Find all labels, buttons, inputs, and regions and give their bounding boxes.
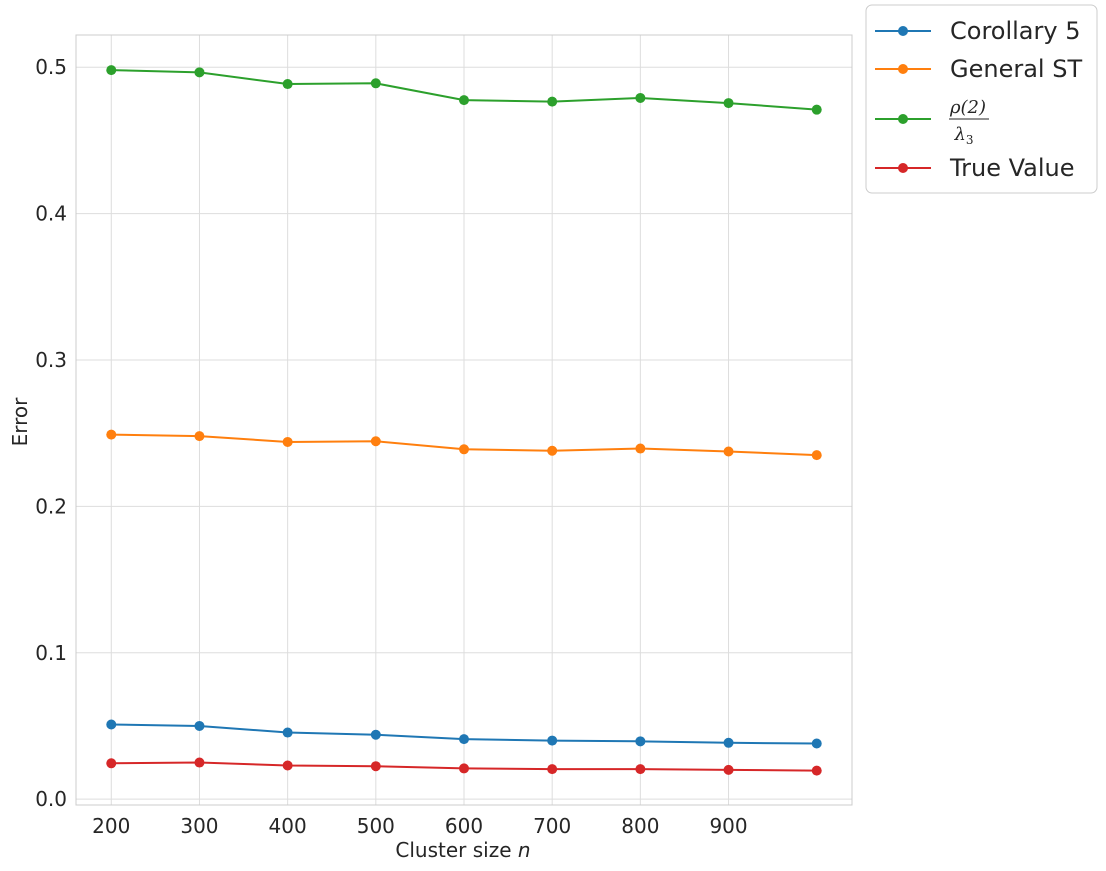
series-1 xyxy=(106,429,822,461)
legend-label-numerator: ρ(2) xyxy=(949,97,986,118)
x-tick-label: 400 xyxy=(269,814,307,838)
data-point xyxy=(194,67,205,78)
x-tick-label: 600 xyxy=(445,814,483,838)
legend-label-denominator: λ3 xyxy=(953,124,973,147)
grid xyxy=(76,35,852,805)
y-tick-label: 0.2 xyxy=(35,494,67,518)
data-point xyxy=(459,734,469,745)
data-point xyxy=(459,95,469,106)
y-tick-label: 0.0 xyxy=(35,787,67,811)
data-point xyxy=(106,758,117,769)
data-point xyxy=(370,761,381,772)
data-point xyxy=(723,764,734,775)
x-tick-label: 900 xyxy=(709,814,747,838)
data-point xyxy=(811,738,822,749)
x-tick-label: 300 xyxy=(180,814,218,838)
data-point xyxy=(459,763,469,774)
data-point xyxy=(370,729,381,740)
data-point xyxy=(106,65,117,76)
y-tick-label: 0.3 xyxy=(35,348,67,372)
data-point xyxy=(635,736,646,747)
legend-label: Corollary 5 xyxy=(950,17,1080,45)
data-point xyxy=(282,727,293,738)
data-point xyxy=(282,79,293,90)
data-point xyxy=(370,78,381,89)
data-point xyxy=(811,765,822,776)
data-point xyxy=(282,760,293,771)
data-point xyxy=(811,450,822,461)
data-point xyxy=(106,429,117,440)
legend-marker xyxy=(898,163,908,173)
data-point xyxy=(194,431,205,442)
data-point xyxy=(723,737,734,748)
x-tick-label: 200 xyxy=(92,814,130,838)
x-tick-labels: 200 300 400 500 600 700 800 900 xyxy=(92,814,747,838)
y-tick-label: 0.5 xyxy=(35,55,67,79)
data-point xyxy=(811,104,822,115)
legend-marker xyxy=(898,64,908,74)
data-point xyxy=(547,735,558,746)
data-point xyxy=(635,443,646,454)
data-point xyxy=(723,446,734,457)
data-point xyxy=(370,436,381,447)
legend-item: General ST xyxy=(875,55,1082,83)
legend-frame xyxy=(865,4,1098,194)
legend-item: True Value xyxy=(875,154,1075,182)
legend-label: General ST xyxy=(950,55,1082,83)
legend-marker xyxy=(898,114,908,124)
legend-marker xyxy=(898,26,908,36)
y-tick-label: 0.4 xyxy=(35,202,67,226)
data-point xyxy=(194,720,205,731)
y-axis-label: Error xyxy=(8,397,32,447)
data-point xyxy=(282,436,293,447)
legend-item: ρ(2) λ3 xyxy=(875,97,989,147)
x-tick-label: 700 xyxy=(533,814,571,838)
data-point xyxy=(635,92,646,103)
data-point xyxy=(459,444,469,455)
y-tick-label: 0.1 xyxy=(35,641,67,665)
y-tick-labels: 0.0 0.1 0.2 0.3 0.4 0.5 xyxy=(35,55,67,811)
plot-area xyxy=(75,34,853,806)
legend-label: True Value xyxy=(949,154,1075,182)
data-point xyxy=(723,98,734,109)
x-tick-label: 500 xyxy=(357,814,395,838)
series-0 xyxy=(106,719,822,749)
legend-item: Corollary 5 xyxy=(875,17,1080,45)
series-2 xyxy=(106,65,822,115)
legend: Corollary 5 General ST ρ(2) λ3 True Value xyxy=(865,4,1098,194)
data-point xyxy=(547,445,558,456)
data-point xyxy=(547,96,558,107)
x-axis-label: Cluster size n xyxy=(395,838,530,862)
data-point xyxy=(106,719,117,730)
data-point xyxy=(547,764,558,775)
x-tick-label: 800 xyxy=(621,814,659,838)
data-point xyxy=(635,764,646,775)
data-point xyxy=(194,757,205,768)
series-layer xyxy=(106,65,822,776)
series-3 xyxy=(106,757,822,776)
